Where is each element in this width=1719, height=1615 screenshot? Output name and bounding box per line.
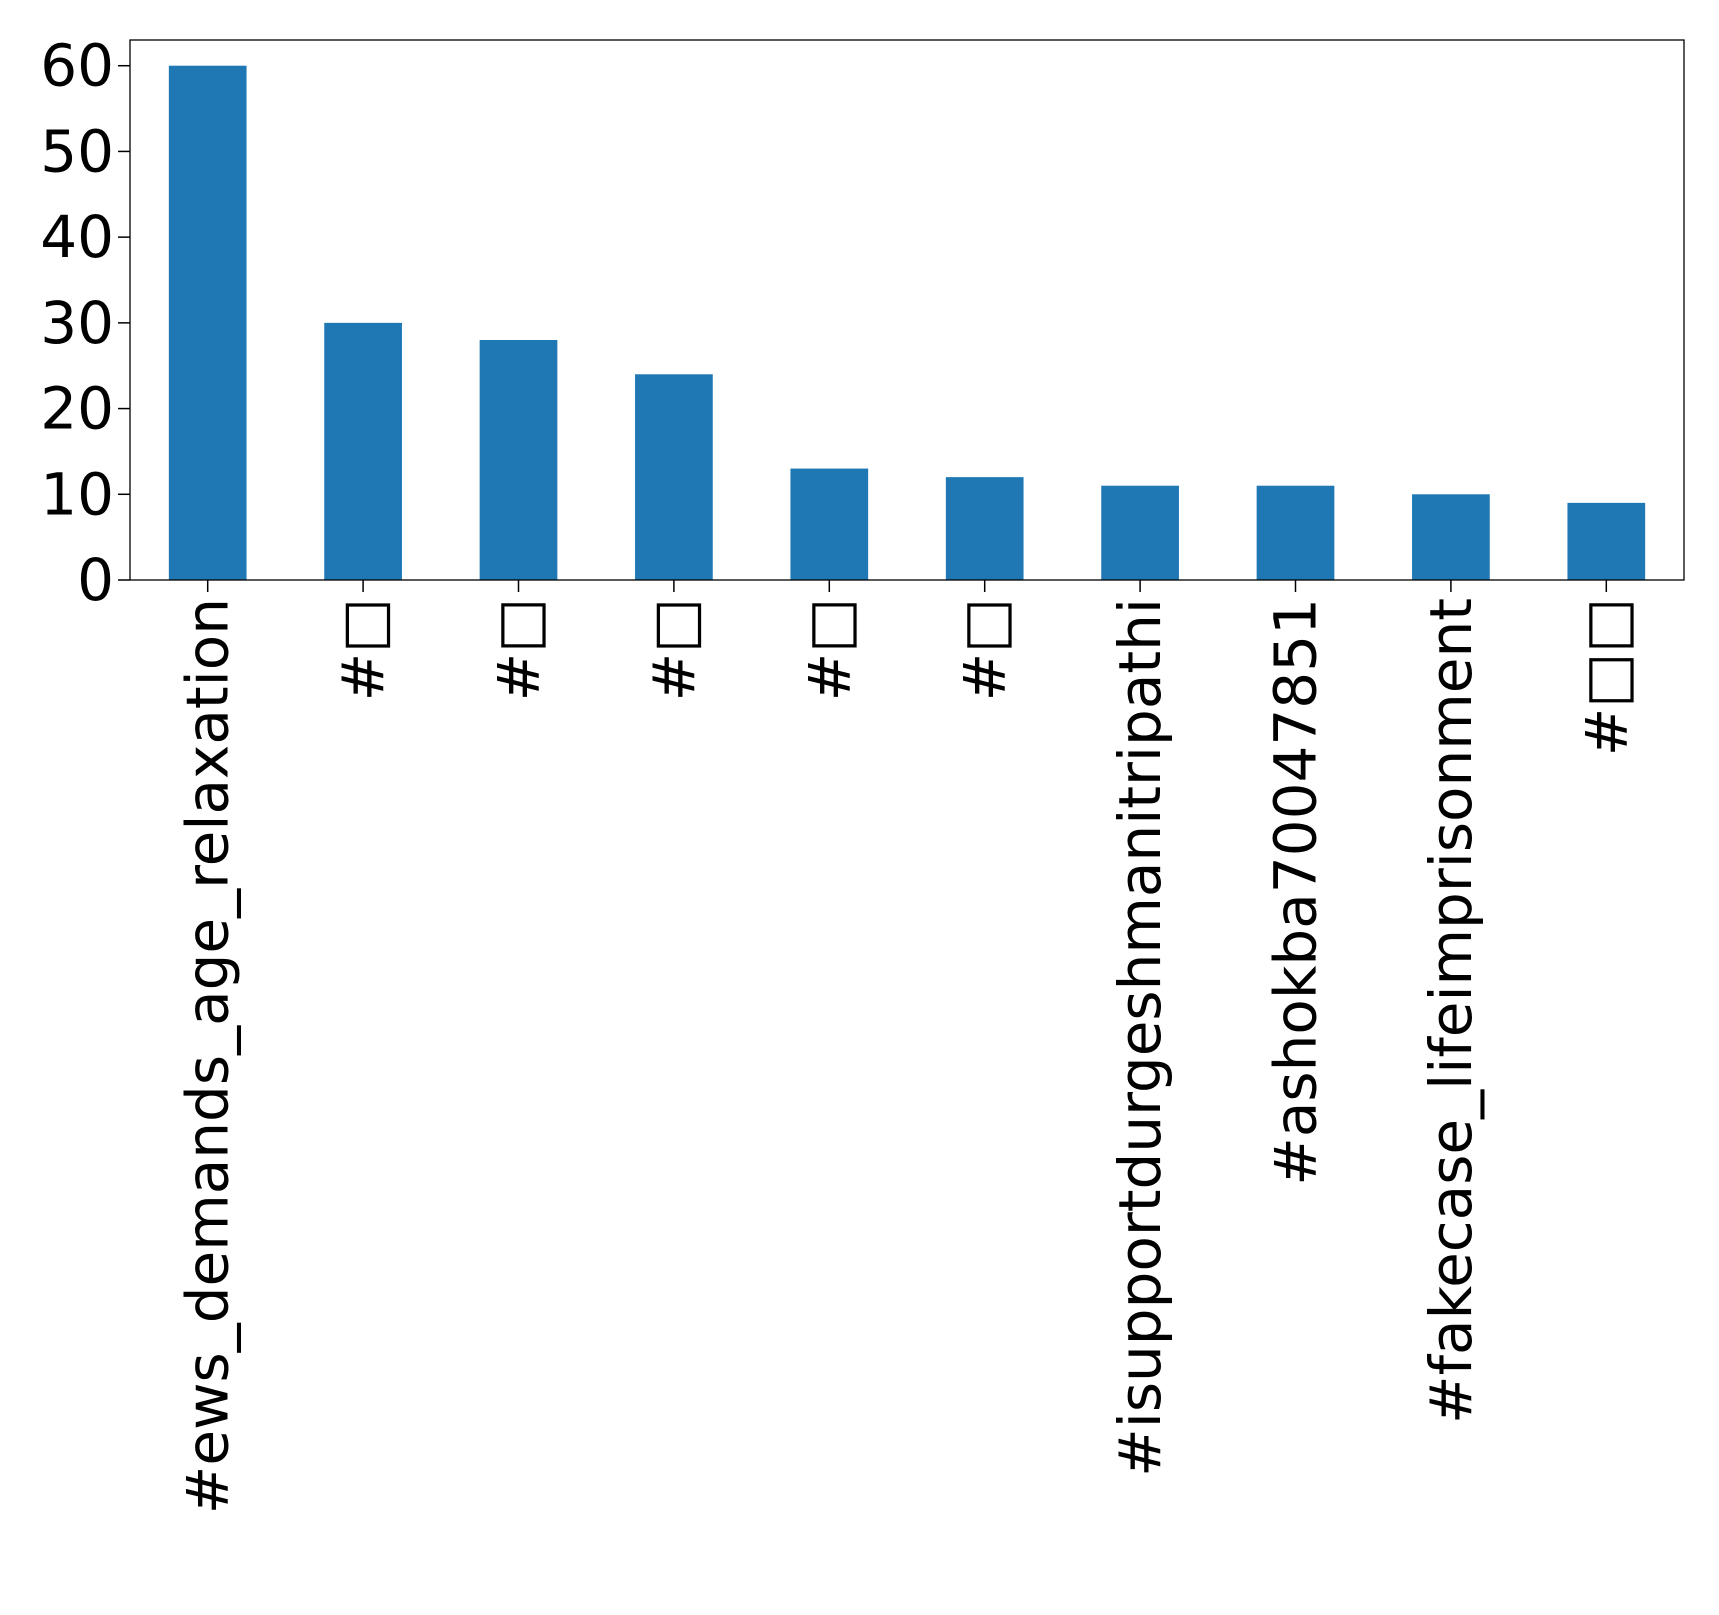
y-tick-label-5: 50: [40, 117, 114, 185]
x-tick-label-1: #□: [329, 598, 397, 701]
bar-7: [1256, 485, 1335, 580]
x-tick-label-7: #ashokba70047851: [1262, 598, 1330, 1186]
x-axis: #ews_demands_age_relaxation #□ #□ #□ #□ #□ #is…: [174, 580, 1640, 1514]
y-tick-label-6: 60: [40, 32, 114, 100]
plot-area-frame: [129, 39, 1685, 581]
bar-6: [1101, 485, 1179, 580]
y-axis: 0 10 20 30 40 50 60: [40, 32, 130, 614]
y-tick-label-1: 10: [40, 460, 114, 528]
bar-8: [1412, 494, 1490, 580]
bar-5: [945, 477, 1024, 580]
bar-1: [324, 322, 402, 580]
x-tick-label-2: #□: [485, 598, 553, 701]
bar-0: [168, 65, 247, 580]
x-tick-label-4: #□: [795, 598, 863, 701]
y-tick-label-0: 0: [77, 546, 114, 614]
bars-group: [168, 65, 1646, 580]
y-tick-label-3: 30: [40, 289, 114, 357]
bar-4: [790, 468, 869, 580]
y-tick-label-2: 20: [40, 375, 114, 443]
x-tick-label-6: #isupportdurgeshmanitripathi: [1106, 598, 1174, 1477]
bar-3: [635, 374, 713, 580]
x-tick-label-9: #□□: [1572, 598, 1640, 756]
x-tick-label-5: #□: [951, 598, 1019, 701]
x-tick-label-3: #□: [640, 598, 708, 701]
bar-9: [1567, 502, 1646, 580]
y-tick-label-4: 40: [40, 203, 114, 271]
x-tick-label-8: #fakecase_lifeimprisonment: [1417, 598, 1485, 1424]
bar-2: [479, 340, 558, 580]
x-tick-label-0: #ews_demands_age_relaxation: [174, 598, 242, 1514]
